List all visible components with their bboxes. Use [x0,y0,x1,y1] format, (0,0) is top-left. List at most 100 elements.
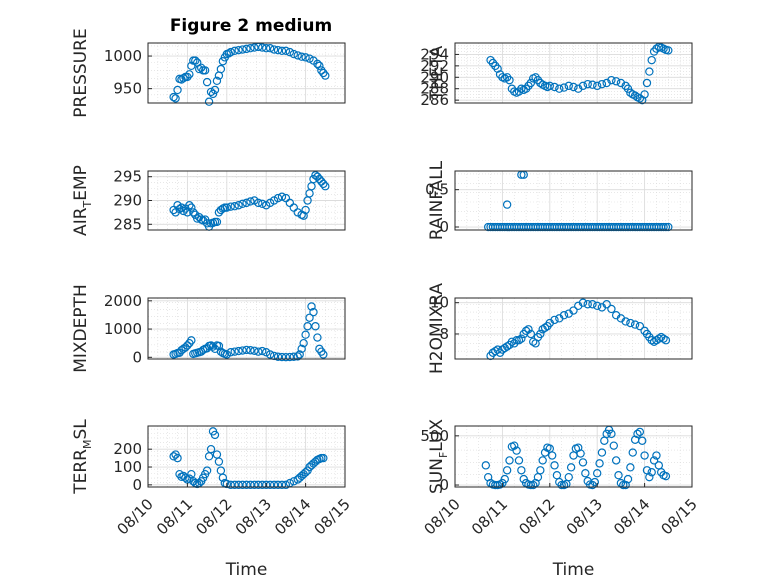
data-point [550,315,559,325]
data-point [273,352,283,361]
data-point [189,208,198,217]
data-point [321,71,330,80]
axes-box [147,297,346,360]
data-point [198,345,208,355]
data-point [576,449,585,458]
data-point [202,466,212,475]
data-point [234,201,243,210]
data-point [277,46,287,56]
subplot-sun_flux: 0 500 08/10 08/11 08/12 08/13 08/14 08/15 Time SU… [420,419,700,580]
data-point [602,78,611,88]
data-point [638,436,647,445]
data-point [281,46,291,56]
plot-area [455,171,692,230]
data-point [526,480,536,490]
data-point [183,72,192,82]
x-tick-label: 08/12 [192,495,235,538]
data-point [536,78,545,88]
data-point [293,51,302,60]
data-point [214,341,224,351]
data-point [588,80,597,89]
data-point [297,344,306,354]
data-point [212,217,222,227]
data-point [277,192,287,201]
data-point [262,480,271,490]
figure-title: Figure 2 medium [170,16,332,36]
data-point [614,470,623,480]
data-point [305,54,314,63]
data-point [193,214,202,223]
axes-box [454,297,693,360]
data-point [206,444,216,454]
data-point [309,307,318,317]
data-point [593,469,602,478]
data-point [664,222,673,232]
data-point [301,468,310,477]
data-point [234,45,243,55]
data-point [305,313,314,322]
y-axis-label: RAINFALL [427,160,447,240]
data-point [238,346,247,355]
data-point [578,81,588,91]
data-point [185,70,194,79]
data-point [246,44,255,53]
data-point [301,53,310,62]
data-point [661,222,671,232]
data-point [593,301,602,311]
data-point [226,47,235,57]
data-point [273,45,283,55]
y-tick-label: 0 [132,476,142,494]
data-point [181,473,190,482]
data-point [169,452,178,461]
data-point [303,322,312,331]
data-point [179,74,188,83]
x-tick-label: 08/15 [311,495,354,538]
data-point [230,480,239,490]
data-point [319,350,328,359]
data-point [547,451,557,460]
data-point [633,429,642,439]
subplot-air_temp: 285 290 295 AIRTEMP [71,165,346,236]
data-point [169,92,178,102]
data-point [611,456,621,465]
x-tick-label: 08/13 [232,495,275,538]
data-point [246,346,255,355]
data-point [602,300,611,309]
data-point [481,461,491,470]
data-point [661,336,671,345]
axes-box [454,42,693,104]
data-point [630,320,640,329]
data-point [626,318,635,328]
data-point [313,333,322,342]
data-point [262,44,271,53]
data-point [313,59,322,69]
data-point [517,334,526,343]
y-axis-label: TERRMSL [71,419,94,495]
data-point [319,179,328,189]
subplot-pressure: 950 1000 PRESSURE [71,28,346,118]
data-point [258,199,267,209]
data-point [250,480,259,490]
y-tick-label: 8 [439,325,449,343]
y-tick-label: 1000 [104,320,142,338]
data-point [173,85,182,95]
data-point [597,79,607,89]
y-axis-label: H2OMIXRA [427,283,447,374]
data-point [538,456,547,465]
x-tick-label: 08/15 [658,495,701,538]
x-tick-label: 08/11 [153,495,196,538]
data-point [183,341,192,350]
data-point [583,79,592,89]
data-point [212,76,222,86]
data-point [597,448,607,457]
data-point [195,64,204,74]
data-point [555,84,564,93]
x-axis-label: Time [225,560,268,580]
data-point [293,352,302,361]
data-point [299,338,308,348]
data-point [590,477,600,487]
y-tick-label: 1000 [104,47,142,65]
